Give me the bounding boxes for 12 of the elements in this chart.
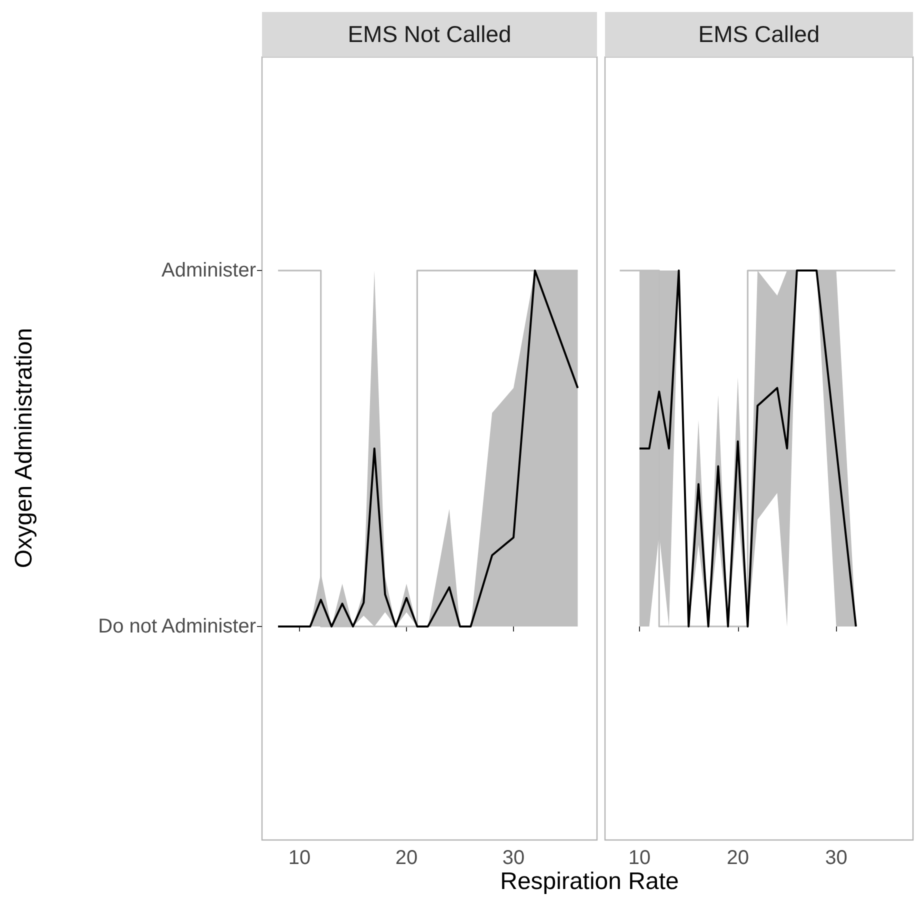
x-tick-label: 30 (825, 847, 848, 869)
x-tick-label: 10 (288, 847, 311, 869)
chart-title: EMS Called (605, 12, 913, 57)
x-axis-title: Respiration Rate (499, 868, 680, 896)
text: Administer (162, 260, 256, 282)
x-tick-label: 10 (628, 847, 651, 869)
x-tick-label: 20 (395, 847, 418, 869)
x-tick-label: 30 (502, 847, 525, 869)
y-axis-title: Oxygen Administration (10, 328, 38, 568)
text: Do not Administer (98, 615, 256, 638)
x-tick-label: 20 (726, 847, 749, 869)
chart-title: EMS Not Called (262, 12, 597, 57)
